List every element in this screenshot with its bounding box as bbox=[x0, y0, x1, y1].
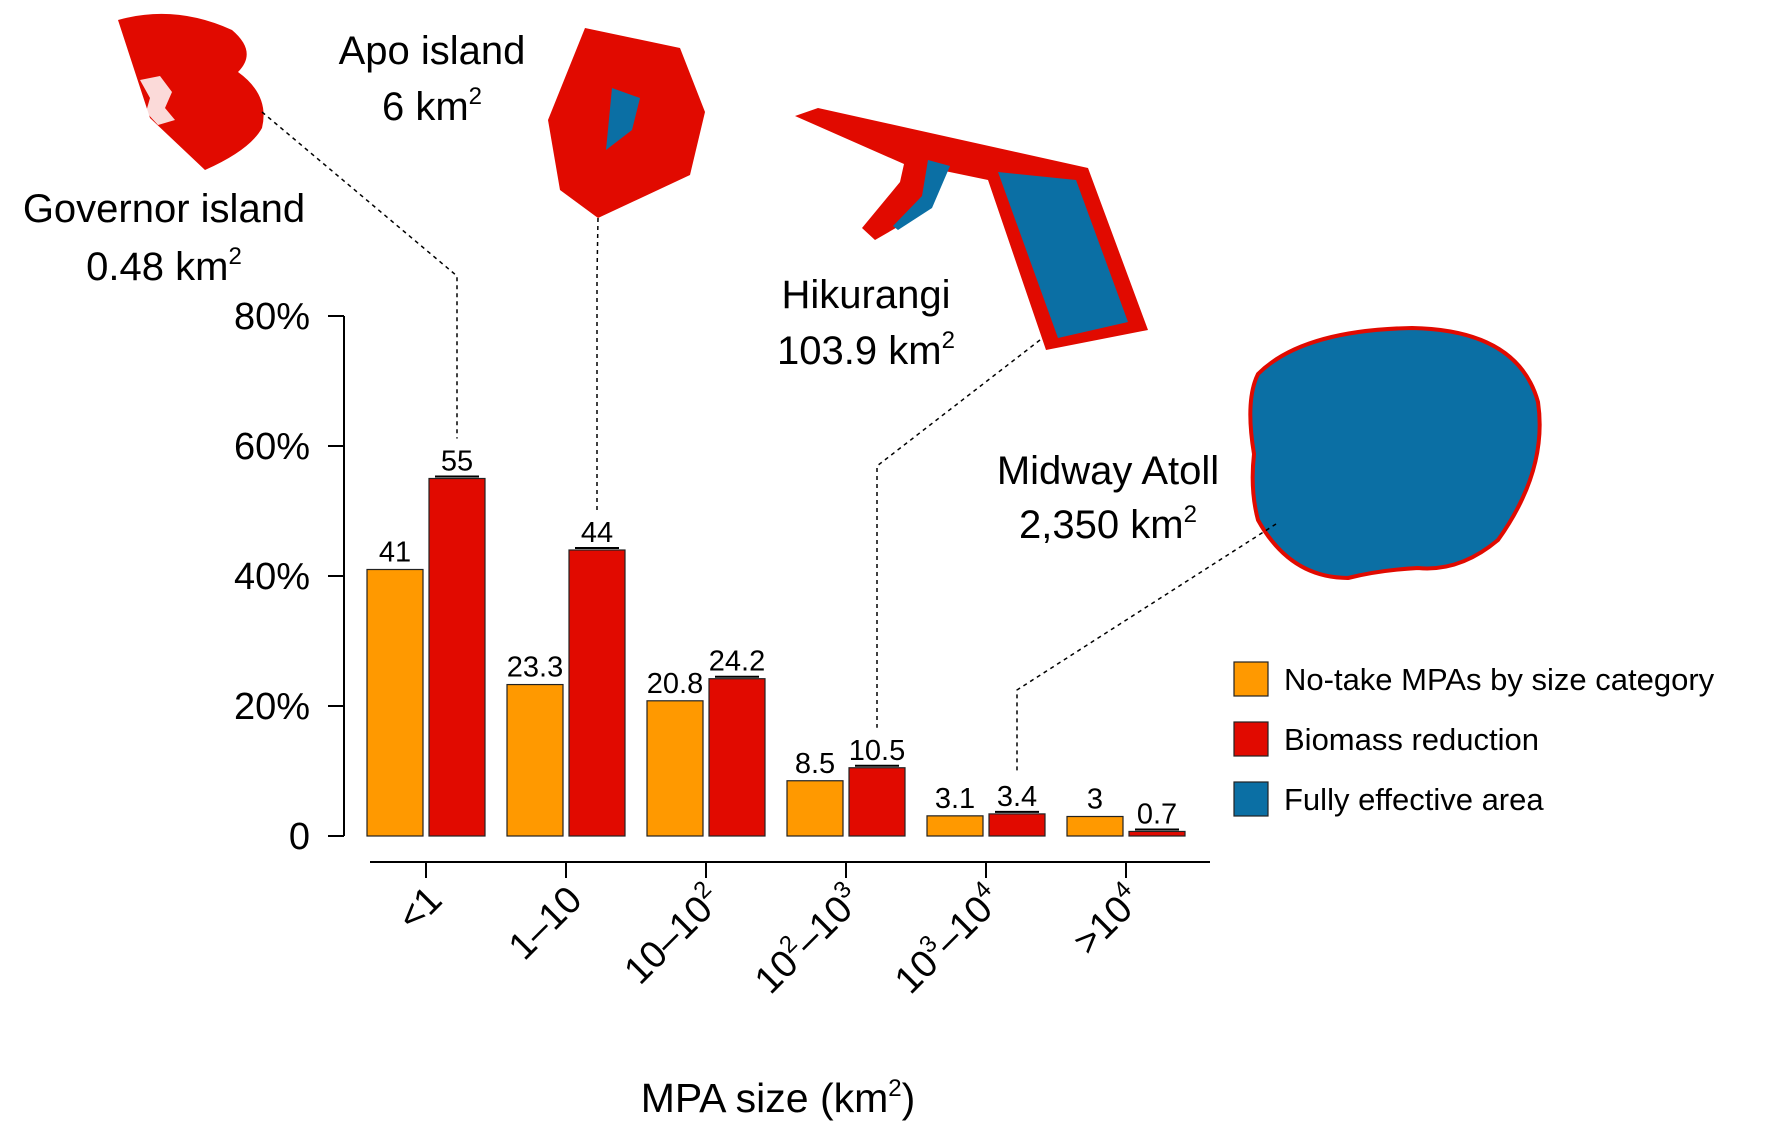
apo-island-map bbox=[548, 28, 705, 218]
callout-area: 103.9 km2 bbox=[777, 327, 955, 373]
callout-leader-lines bbox=[261, 111, 1277, 774]
bar-value-label: 23.3 bbox=[507, 652, 563, 684]
no-take-mpa-bar bbox=[646, 700, 704, 837]
category-label-part: <1 bbox=[390, 879, 450, 939]
biomass-reduction-bar bbox=[428, 477, 486, 837]
biomass-reduction-bar bbox=[848, 767, 906, 837]
bar-value-labels: 41 23.3 20.8 8.5 3.1 3 55 44 24.2 10.5 3.4 0.7 bbox=[379, 446, 1177, 831]
callout-name: Governor island bbox=[23, 187, 305, 231]
category-label: >104 bbox=[1063, 876, 1151, 964]
legend-label: Biomass reduction bbox=[1284, 722, 1539, 757]
category-label: 102–103 bbox=[744, 876, 870, 1002]
callout-area: 0.48 km2 bbox=[86, 243, 242, 289]
legend-swatch bbox=[1233, 721, 1269, 757]
bar-value-label: 3.1 bbox=[935, 783, 975, 815]
legend-swatch bbox=[1233, 661, 1269, 697]
legend-swatch bbox=[1233, 781, 1269, 817]
y-tick-label: 0 bbox=[289, 816, 310, 858]
y-tick-label: 60% bbox=[234, 426, 310, 468]
no-take-mpa-bar bbox=[506, 683, 564, 837]
bar-value-label: 55 bbox=[441, 446, 473, 478]
callout-hikurangi: Hikurangi 103.9 km2 bbox=[777, 273, 955, 373]
no-take-mpa-bar bbox=[786, 780, 844, 837]
callout-leader-line bbox=[876, 339, 1041, 728]
x-axis-title: MPA size (km2) bbox=[641, 1075, 916, 1121]
legend-label: Fully effective area bbox=[1284, 782, 1544, 817]
callout-name: Midway Atoll bbox=[997, 449, 1219, 493]
category-label: <1 bbox=[390, 879, 450, 939]
callout-leader-line bbox=[1016, 523, 1277, 774]
callout-name: Apo island bbox=[339, 29, 526, 73]
callout-area: 2,350 km2 bbox=[1019, 501, 1197, 547]
hikurangi-map bbox=[795, 108, 1148, 350]
no-take-mpa-bar bbox=[366, 568, 424, 837]
callout-governor-island: Governor island 0.48 km2 bbox=[23, 187, 305, 289]
biomass-reduction-bar bbox=[708, 678, 766, 837]
y-axis: 0 20% 40% 60% 80% bbox=[234, 296, 345, 858]
governor-island-map bbox=[118, 13, 264, 171]
bar-value-label: 3 bbox=[1087, 784, 1103, 816]
x-axis bbox=[370, 861, 1210, 878]
callout-midway-atoll: Midway Atoll 2,350 km2 bbox=[997, 449, 1219, 547]
bar-value-label: 0.7 bbox=[1137, 798, 1177, 830]
legend: No-take MPAs by size category Biomass red… bbox=[1233, 661, 1715, 817]
callout-name: Hikurangi bbox=[782, 273, 951, 317]
bar-value-label: 24.2 bbox=[709, 646, 765, 678]
bar-value-label: 20.8 bbox=[647, 668, 703, 700]
bar-value-label: 3.4 bbox=[997, 781, 1037, 813]
no-take-mpa-bar bbox=[926, 815, 984, 837]
no-take-mpa-bar bbox=[1066, 815, 1124, 837]
bar-value-label: 41 bbox=[379, 537, 411, 569]
y-tick-label: 20% bbox=[234, 686, 310, 728]
category-label-part: 10–10 bbox=[616, 888, 720, 992]
category-label: 103–104 bbox=[884, 876, 1010, 1002]
category-label-part: 1–10 bbox=[501, 879, 590, 968]
bar-value-label: 44 bbox=[581, 517, 613, 549]
y-tick-label: 40% bbox=[234, 556, 310, 598]
midway-atoll-map bbox=[1248, 325, 1542, 581]
callout-area: 6 km2 bbox=[382, 83, 482, 129]
category-label: 1–10 bbox=[501, 879, 590, 968]
biomass-reduction-bar bbox=[1128, 830, 1186, 837]
callout-leader-line bbox=[596, 217, 599, 510]
category-label: 10–102 bbox=[614, 876, 731, 993]
callout-apo-island: Apo island 6 km2 bbox=[339, 29, 526, 129]
biomass-reduction-bar bbox=[568, 549, 626, 837]
bars bbox=[366, 475, 1186, 837]
legend-label: No-take MPAs by size category bbox=[1284, 662, 1715, 697]
y-tick-label: 80% bbox=[234, 296, 310, 338]
bar-value-label: 8.5 bbox=[795, 748, 835, 780]
callout-leader-line bbox=[261, 111, 458, 439]
biomass-reduction-bar bbox=[988, 813, 1046, 837]
bar-value-label: 10.5 bbox=[849, 735, 905, 767]
